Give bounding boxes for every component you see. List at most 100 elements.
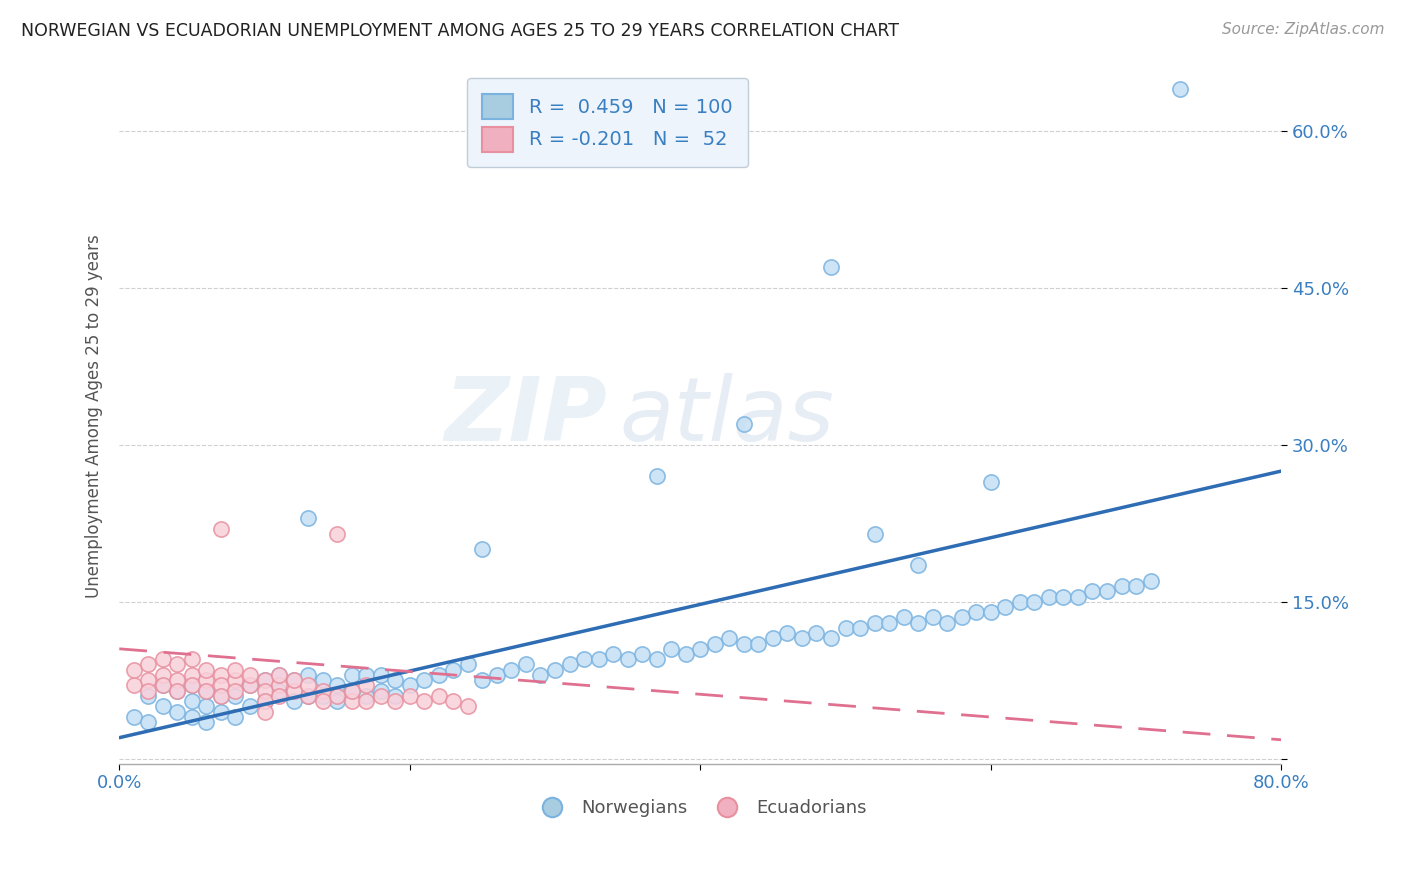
Point: [152, 652, 174, 666]
Point: [180, 694, 202, 708]
Point: [311, 673, 333, 688]
Point: [398, 689, 420, 703]
Point: [354, 668, 377, 682]
Point: [180, 668, 202, 682]
Point: [501, 663, 523, 677]
Point: [239, 699, 262, 714]
Point: [441, 694, 464, 708]
Point: [340, 694, 363, 708]
Point: [283, 673, 305, 688]
Point: [283, 694, 305, 708]
Point: [441, 663, 464, 677]
Point: [950, 610, 973, 624]
Point: [152, 699, 174, 714]
Point: [863, 615, 886, 630]
Point: [893, 610, 915, 624]
Point: [980, 605, 1002, 619]
Point: [195, 683, 218, 698]
Point: [907, 558, 929, 573]
Point: [471, 673, 494, 688]
Point: [209, 678, 232, 692]
Point: [340, 683, 363, 698]
Point: [1024, 595, 1046, 609]
Point: [195, 714, 218, 729]
Point: [209, 689, 232, 703]
Point: [253, 694, 276, 708]
Point: [384, 689, 406, 703]
Point: [1168, 82, 1191, 96]
Point: [936, 615, 959, 630]
Point: [733, 637, 755, 651]
Point: [195, 663, 218, 677]
Point: [224, 710, 246, 724]
Point: [122, 663, 145, 677]
Point: [863, 526, 886, 541]
Point: [239, 678, 262, 692]
Point: [413, 694, 436, 708]
Point: [136, 689, 159, 703]
Point: [965, 605, 987, 619]
Point: [1139, 574, 1161, 588]
Point: [645, 469, 668, 483]
Point: [733, 417, 755, 431]
Point: [224, 663, 246, 677]
Point: [152, 668, 174, 682]
Point: [152, 678, 174, 692]
Point: [398, 678, 420, 692]
Point: [747, 637, 769, 651]
Point: [166, 705, 188, 719]
Point: [224, 689, 246, 703]
Point: [195, 673, 218, 688]
Point: [267, 678, 290, 692]
Point: [602, 647, 624, 661]
Point: [195, 683, 218, 698]
Point: [354, 689, 377, 703]
Point: [1081, 584, 1104, 599]
Point: [370, 668, 392, 682]
Point: [253, 673, 276, 688]
Point: [558, 657, 581, 672]
Point: [806, 626, 828, 640]
Point: [311, 689, 333, 703]
Point: [239, 678, 262, 692]
Point: [457, 657, 479, 672]
Point: [136, 683, 159, 698]
Text: ZIP: ZIP: [444, 373, 607, 459]
Point: [675, 647, 697, 661]
Point: [326, 678, 349, 692]
Point: [253, 694, 276, 708]
Point: [659, 641, 682, 656]
Point: [413, 673, 436, 688]
Point: [122, 678, 145, 692]
Point: [180, 652, 202, 666]
Point: [311, 683, 333, 698]
Text: atlas: atlas: [619, 373, 834, 459]
Point: [907, 615, 929, 630]
Point: [253, 683, 276, 698]
Point: [485, 668, 508, 682]
Point: [267, 683, 290, 698]
Point: [253, 673, 276, 688]
Point: [209, 522, 232, 536]
Point: [1111, 579, 1133, 593]
Legend: Norwegians, Ecuadorians: Norwegians, Ecuadorians: [527, 792, 873, 824]
Point: [384, 673, 406, 688]
Point: [326, 694, 349, 708]
Point: [616, 652, 638, 666]
Point: [588, 652, 610, 666]
Point: [427, 668, 450, 682]
Point: [152, 678, 174, 692]
Point: [849, 621, 872, 635]
Point: [283, 683, 305, 698]
Text: NORWEGIAN VS ECUADORIAN UNEMPLOYMENT AMONG AGES 25 TO 29 YEARS CORRELATION CHART: NORWEGIAN VS ECUADORIAN UNEMPLOYMENT AMO…: [21, 22, 898, 40]
Point: [166, 683, 188, 698]
Point: [631, 647, 654, 661]
Point: [122, 710, 145, 724]
Point: [180, 678, 202, 692]
Point: [297, 678, 319, 692]
Text: Source: ZipAtlas.com: Source: ZipAtlas.com: [1222, 22, 1385, 37]
Point: [515, 657, 537, 672]
Point: [297, 668, 319, 682]
Point: [980, 475, 1002, 489]
Point: [1038, 590, 1060, 604]
